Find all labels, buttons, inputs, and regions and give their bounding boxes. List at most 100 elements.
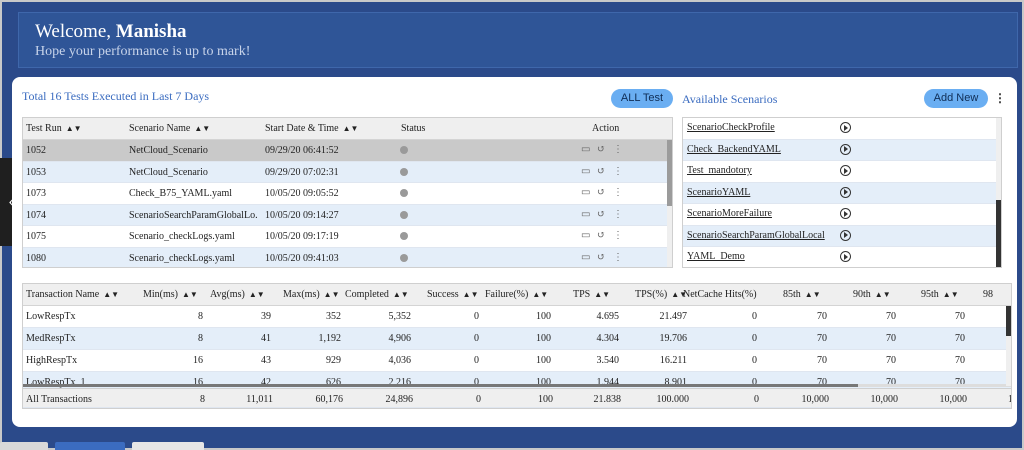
scrollbar-thumb[interactable]: [996, 200, 1001, 267]
play-circle-icon[interactable]: [840, 143, 851, 155]
taskbar-item[interactable]: [55, 442, 125, 450]
list-item[interactable]: ScenarioMoreFailure: [683, 204, 1001, 226]
sort-icon[interactable]: ▲▼: [804, 290, 821, 299]
test-runs-table: Test Run ▲▼ Scenario Name ▲▼ Start Date & …: [22, 117, 673, 268]
sort-icon[interactable]: ▲▼: [462, 290, 479, 299]
status-check-icon: [400, 210, 408, 219]
save-icon[interactable]: ▭: [581, 230, 591, 242]
table-row[interactable]: 1080 Scenario_checkLogs.yaml 10/05/20 09:4…: [23, 247, 672, 267]
sort-icon[interactable]: ▲▼: [342, 124, 359, 133]
table-row[interactable]: HighRespTx 16 43 929 4,036 0 100 3.540 16.211 0 70…: [23, 350, 1011, 372]
history-icon[interactable]: ↺: [597, 165, 606, 177]
play-circle-icon[interactable]: [840, 186, 851, 198]
play-circle-icon[interactable]: [840, 122, 851, 133]
list-item[interactable]: Test_mandotory: [683, 161, 1001, 183]
scenario-link[interactable]: ScenarioMoreFailure: [687, 208, 772, 219]
table-row[interactable]: 1053 NetCloud_Scenario 09/29/20 07:02:31 ▭ ↺…: [23, 161, 672, 184]
more-vertical-icon[interactable]: ⋮: [613, 165, 623, 177]
scenario-link[interactable]: Test_mandotory: [687, 165, 752, 176]
sort-icon[interactable]: ▲▼: [532, 290, 549, 299]
column-header[interactable]: NetCache Hits(%): [683, 289, 757, 300]
table-row[interactable]: 1052 NetCloud_Scenario 09/29/20 06:41:52 ▭ ↺…: [23, 140, 672, 162]
play-circle-icon[interactable]: [840, 208, 851, 219]
all-test-button[interactable]: ALL Test: [611, 89, 673, 108]
sort-icon[interactable]: ▲▼: [942, 290, 959, 299]
more-vertical-icon[interactable]: ⋮: [613, 230, 623, 242]
scenario-link[interactable]: ScenarioCheckProfile: [687, 122, 775, 133]
history-icon[interactable]: ↺: [597, 208, 606, 220]
column-test-run[interactable]: Test Run ▲▼: [26, 123, 82, 134]
column-header[interactable]: Success ▲▼: [427, 289, 479, 300]
play-circle-icon[interactable]: [840, 229, 851, 241]
column-header[interactable]: Avg(ms) ▲▼: [210, 289, 265, 300]
more-vertical-icon[interactable]: ⋮: [613, 144, 623, 155]
table-row[interactable]: 1074 ScenarioSearchParamGlobalLo... 10/05/…: [23, 204, 672, 227]
list-item[interactable]: YAML_Demo: [683, 247, 1001, 267]
column-header[interactable]: TPS ▲▼: [573, 289, 610, 300]
column-header[interactable]: Max(ms) ▲▼: [283, 289, 340, 300]
table-row[interactable]: MedRespTx 8 41 1,192 4,906 0 100 4.304 19.706 0 70…: [23, 328, 1011, 350]
more-vertical-icon[interactable]: ⋮: [613, 251, 623, 263]
history-icon[interactable]: ↺: [597, 187, 606, 199]
column-header[interactable]: TPS(%) ▲▼: [635, 289, 687, 300]
history-icon[interactable]: ↺: [597, 251, 606, 263]
sort-icon[interactable]: ▲▼: [874, 290, 891, 299]
column-header[interactable]: Failure(%) ▲▼: [485, 289, 548, 300]
scenario-link[interactable]: ScenarioSearchParamGlobalLocal: [687, 229, 825, 241]
play-circle-icon[interactable]: [840, 251, 851, 262]
scrollbar-thumb[interactable]: [1006, 306, 1011, 336]
sort-icon[interactable]: ▲▼: [65, 124, 82, 133]
column-header[interactable]: Completed ▲▼: [345, 289, 409, 300]
save-icon[interactable]: ▭: [581, 251, 591, 263]
column-header[interactable]: 85th ▲▼: [783, 289, 821, 300]
more-vertical-icon[interactable]: ⋮: [994, 91, 1006, 105]
scenario-link[interactable]: YAML_Demo: [687, 251, 745, 262]
table-row[interactable]: LowRespTx 8 39 352 5,352 0 100 4.695 21.497 0 70 70…: [23, 306, 1011, 328]
scenario-link[interactable]: ScenarioYAML: [687, 186, 751, 198]
test-runs-scrollbar[interactable]: [667, 140, 672, 267]
scrollbar-thumb[interactable]: [23, 384, 858, 387]
cell-value: 0: [752, 355, 757, 366]
sort-icon[interactable]: ▲▼: [182, 290, 198, 299]
column-start-date[interactable]: Start Date & Time ▲▼: [265, 123, 359, 134]
history-icon[interactable]: ↺: [597, 144, 606, 155]
list-item[interactable]: ScenarioYAML: [683, 182, 1001, 204]
list-item[interactable]: Check_BackendYAML: [683, 139, 1001, 161]
save-icon[interactable]: ▭: [581, 208, 591, 220]
more-vertical-icon[interactable]: ⋮: [613, 208, 623, 220]
sort-icon[interactable]: ▲▼: [594, 290, 611, 299]
save-icon[interactable]: ▭: [581, 165, 591, 177]
sort-icon[interactable]: ▲▼: [671, 290, 688, 299]
save-icon[interactable]: ▭: [581, 144, 591, 155]
column-header[interactable]: 95th ▲▼: [921, 289, 959, 300]
sort-icon[interactable]: ▲▼: [103, 290, 120, 299]
sort-icon[interactable]: ▲▼: [392, 290, 409, 299]
test-run-id: 1075: [26, 231, 46, 243]
save-icon[interactable]: ▭: [581, 187, 591, 199]
scenario-link[interactable]: Check_BackendYAML: [687, 143, 781, 155]
transactions-h-scrollbar[interactable]: [23, 384, 1011, 387]
sort-icon[interactable]: ▲▼: [194, 124, 211, 133]
start-date-time: 10/05/20 09:05:52: [265, 188, 339, 200]
history-icon[interactable]: ↺: [597, 230, 606, 242]
table-row[interactable]: 1073 Check_B75_YAML.yaml 10/05/20 09:05:52…: [23, 183, 672, 205]
scrollbar-thumb[interactable]: [667, 140, 672, 206]
column-header[interactable]: 98: [983, 289, 993, 300]
play-circle-icon[interactable]: [840, 165, 851, 176]
transactions-v-scrollbar[interactable]: [1006, 306, 1011, 386]
start-date-time: 09/29/20 07:02:31: [265, 166, 339, 178]
sort-icon[interactable]: ▲▼: [248, 290, 265, 299]
list-item[interactable]: ScenarioCheckProfile: [683, 118, 1001, 140]
sort-icon[interactable]: ▲▼: [323, 290, 340, 299]
table-row[interactable]: 1075 Scenario_checkLogs.yaml 10/05/20 09:1…: [23, 226, 672, 248]
list-item[interactable]: ScenarioSearchParamGlobalLocal: [683, 225, 1001, 247]
taskbar-item[interactable]: [132, 442, 204, 450]
add-new-button[interactable]: Add New: [924, 89, 988, 108]
column-header[interactable]: Transaction Name ▲▼: [26, 289, 119, 300]
more-vertical-icon[interactable]: ⋮: [613, 187, 623, 199]
column-scenario-name[interactable]: Scenario Name ▲▼: [129, 123, 211, 134]
taskbar-item[interactable]: [0, 442, 48, 450]
column-header[interactable]: Min(ms) ▲▼: [143, 289, 198, 300]
column-header[interactable]: 90th ▲▼: [853, 289, 891, 300]
scenarios-scrollbar[interactable]: [996, 118, 1001, 267]
